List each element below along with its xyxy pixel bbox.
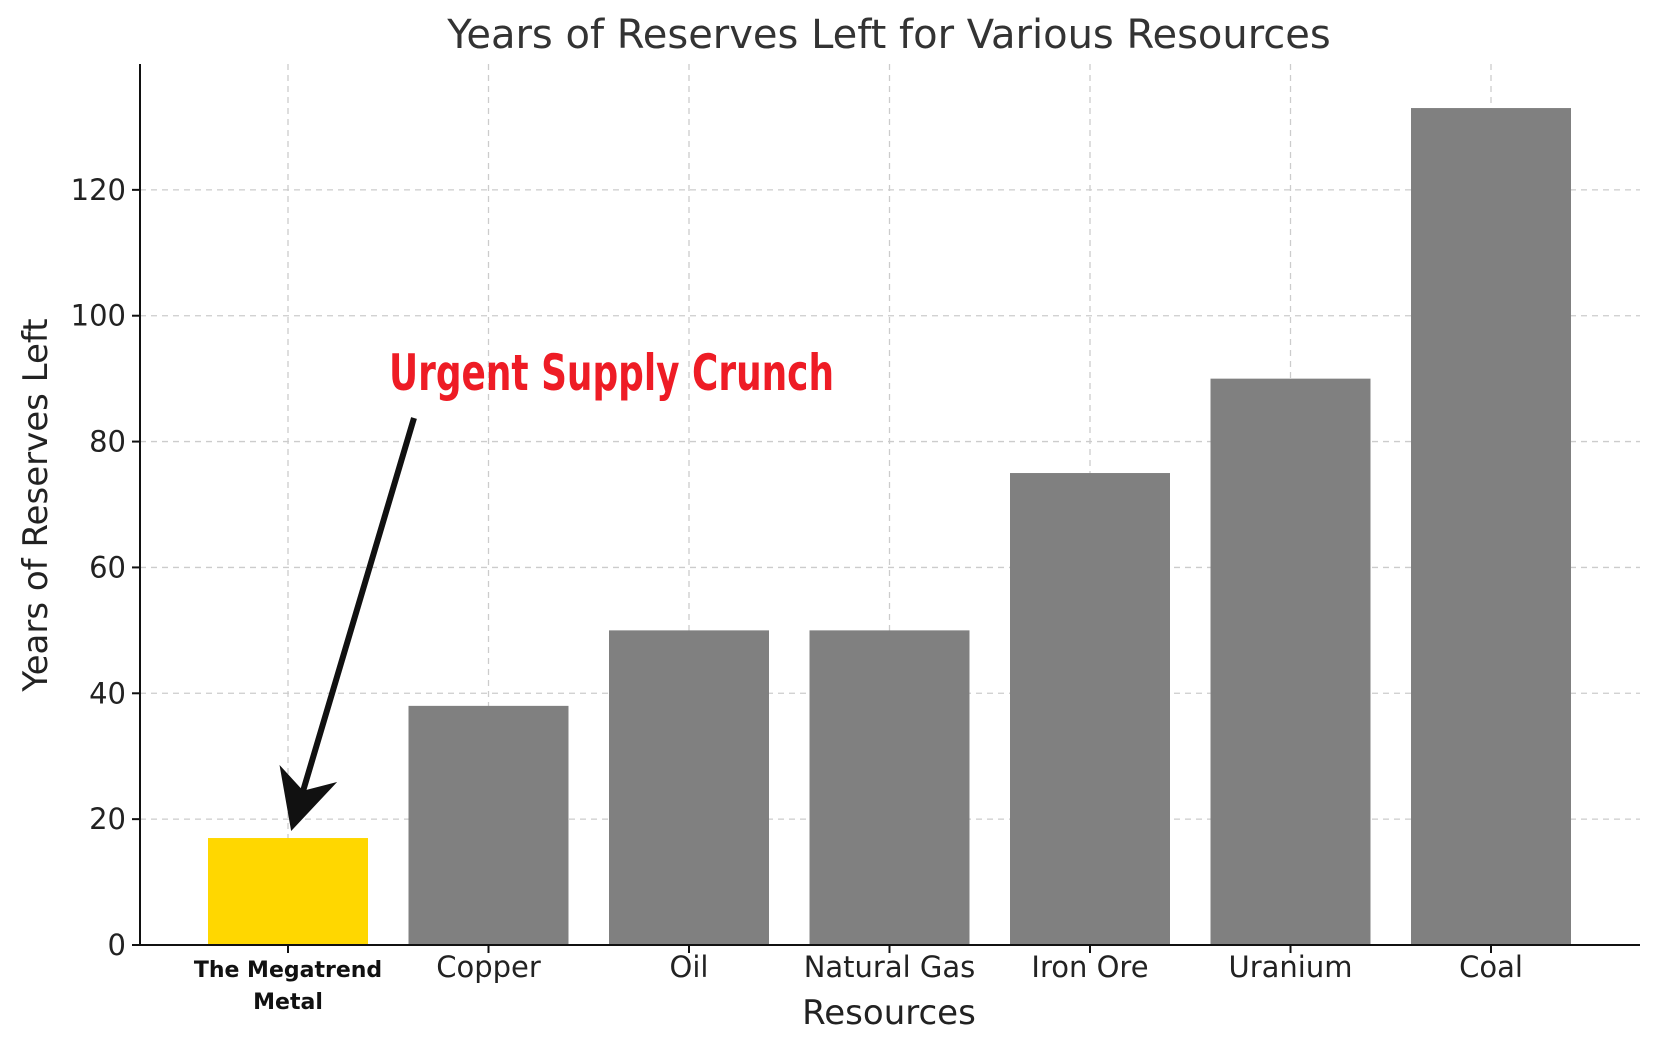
- x-tick-label-line: The Megatrend: [194, 958, 382, 983]
- y-tick-label-100: 100: [71, 299, 126, 333]
- x-tick-label-the-megatrend-metal: The Megatrend Metal: [194, 958, 382, 1015]
- x-tick-label-uranium: Uranium: [1229, 950, 1353, 984]
- annotation-urgent-supply-crunch: Urgent Supply Crunch: [389, 344, 834, 402]
- bar-iron-ore: [1010, 473, 1170, 945]
- labels: Years of Reserves Left for Various Resou…: [16, 12, 1331, 1033]
- bar-natural-gas: [809, 630, 970, 945]
- bar-copper: [408, 705, 569, 945]
- x-tick-label-oil: Oil: [670, 950, 709, 984]
- annotation-arrow: [279, 417, 417, 832]
- y-tick-label-40: 40: [89, 676, 126, 710]
- y-tick-label-20: 20: [89, 802, 126, 836]
- x-tick-label-copper: Copper: [436, 950, 541, 984]
- y-tick-label-60: 60: [89, 550, 126, 584]
- bar-oil: [609, 630, 769, 945]
- axes: 0 20 40 60 80 100 120 The Megatrend Metal Copper O…: [71, 64, 1640, 1015]
- x-axis-title: Resources: [802, 993, 976, 1033]
- bars: [208, 108, 1571, 946]
- x-tick-label-coal: Coal: [1459, 950, 1523, 984]
- x-tick-label-natural-gas: Natural Gas: [804, 950, 976, 984]
- bar-the-megatrend-metal: [208, 838, 368, 945]
- x-tick-label-line: Metal: [253, 990, 323, 1015]
- y-axis-title: Years of Reserves Left: [16, 318, 56, 692]
- x-tick-label-iron-ore: Iron Ore: [1031, 950, 1148, 984]
- bar-coal: [1411, 108, 1571, 946]
- y-tick-label-0: 0: [108, 928, 126, 962]
- y-tick-label-80: 80: [89, 425, 126, 459]
- chart-title: Years of Reserves Left for Various Resou…: [446, 12, 1331, 58]
- bar-uranium: [1210, 378, 1371, 946]
- y-tick-label-120: 120: [71, 173, 126, 207]
